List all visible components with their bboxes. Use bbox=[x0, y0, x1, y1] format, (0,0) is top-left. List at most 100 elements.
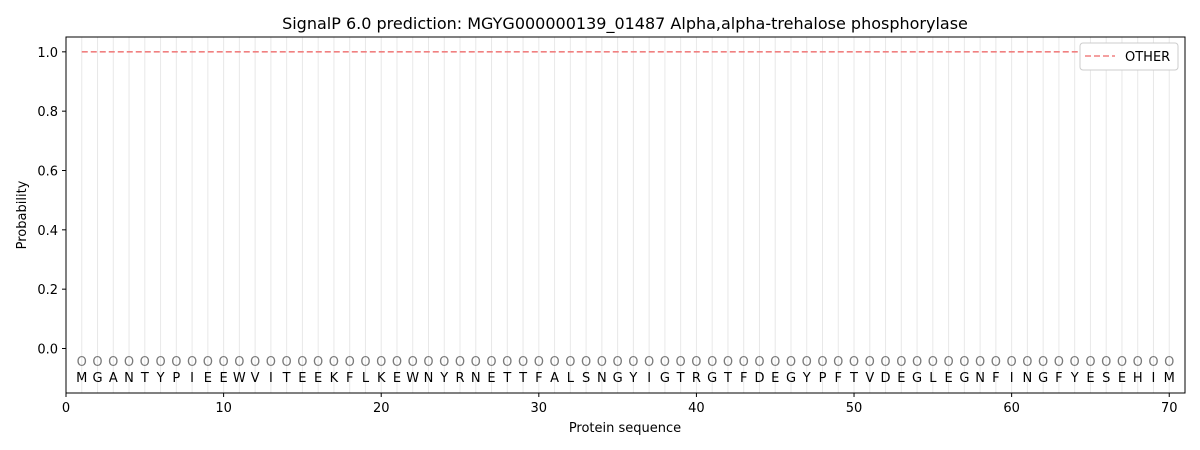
sequence-letter: I bbox=[269, 371, 273, 386]
sequence-letter: F bbox=[740, 371, 747, 386]
region-label: O bbox=[786, 355, 796, 370]
region-label: O bbox=[739, 355, 749, 370]
sequence-letter: E bbox=[487, 371, 495, 386]
region-label: O bbox=[360, 355, 370, 370]
sequence-letter: S bbox=[1102, 371, 1110, 386]
x-tick-label: 0 bbox=[62, 401, 70, 416]
region-label: O bbox=[754, 355, 764, 370]
sequence-letter: W bbox=[406, 371, 419, 386]
sequence-letter: N bbox=[597, 371, 607, 386]
region-label: O bbox=[140, 355, 150, 370]
region-label: O bbox=[329, 355, 339, 370]
region-label: O bbox=[502, 355, 512, 370]
region-label: O bbox=[486, 355, 496, 370]
sequence-letter: T bbox=[502, 371, 511, 386]
sequence-letter: G bbox=[786, 371, 796, 386]
sequence-letter: W bbox=[233, 371, 246, 386]
region-label: O bbox=[644, 355, 654, 370]
region-label: O bbox=[565, 355, 575, 370]
region-label: O bbox=[865, 355, 875, 370]
sequence-letter: G bbox=[707, 371, 717, 386]
region-label: O bbox=[943, 355, 953, 370]
sequence-letter: T bbox=[676, 371, 685, 386]
region-label: O bbox=[1070, 355, 1080, 370]
sequence-letter: N bbox=[471, 371, 481, 386]
region-label: O bbox=[282, 355, 292, 370]
region-label: O bbox=[1164, 355, 1174, 370]
x-axis: 0 10 20 30 40 50 60 70 bbox=[62, 393, 1178, 416]
region-label: O bbox=[423, 355, 433, 370]
region-label: O bbox=[250, 355, 260, 370]
sequence-letter: N bbox=[1023, 371, 1033, 386]
region-label: O bbox=[1101, 355, 1111, 370]
sequence-letter: I bbox=[1010, 371, 1014, 386]
sequence-letter: I bbox=[1152, 371, 1156, 386]
sequence-letter: E bbox=[1086, 371, 1094, 386]
y-tick-label: 1.0 bbox=[37, 46, 58, 61]
sequence-letter: M bbox=[76, 371, 87, 386]
sequence-letter: Y bbox=[156, 371, 165, 386]
region-label: O bbox=[691, 355, 701, 370]
x-axis-label: Protein sequence bbox=[569, 421, 681, 436]
sequence-letter: Y bbox=[628, 371, 637, 386]
region-label: O bbox=[218, 355, 228, 370]
y-tick-label: 0.8 bbox=[37, 105, 58, 120]
x-tick-label: 50 bbox=[846, 401, 863, 416]
sequence-letter: D bbox=[754, 371, 764, 386]
region-label: O bbox=[171, 355, 181, 370]
sequence-letter: R bbox=[455, 371, 464, 386]
region-label: O bbox=[991, 355, 1001, 370]
region-label: O bbox=[345, 355, 355, 370]
sequence-letter: G bbox=[1038, 371, 1048, 386]
sequence-letter: L bbox=[929, 371, 937, 386]
x-tick-label: 10 bbox=[215, 401, 232, 416]
region-label: O bbox=[849, 355, 859, 370]
sequence-letter: G bbox=[613, 371, 623, 386]
y-tick-label: 0.4 bbox=[37, 224, 58, 239]
sequence-letter: M bbox=[1164, 371, 1175, 386]
sequence-letter: E bbox=[219, 371, 227, 386]
sequence-letter: G bbox=[959, 371, 969, 386]
sequence-letter: N bbox=[424, 371, 434, 386]
region-label: O bbox=[880, 355, 890, 370]
sequence-letter: R bbox=[692, 371, 701, 386]
region-label: O bbox=[392, 355, 402, 370]
y-axis: 0.0 0.2 0.4 0.6 0.8 1.0 bbox=[37, 46, 66, 358]
region-label: O bbox=[439, 355, 449, 370]
sequence-letter: F bbox=[535, 371, 542, 386]
region-label: O bbox=[817, 355, 827, 370]
sequence-letter: E bbox=[314, 371, 322, 386]
sequence-letter: F bbox=[835, 371, 842, 386]
region-label: O bbox=[471, 355, 481, 370]
region-label: O bbox=[92, 355, 102, 370]
legend-label: OTHER bbox=[1125, 50, 1170, 65]
y-tick-label: 0.0 bbox=[37, 343, 58, 358]
region-label: O bbox=[518, 355, 528, 370]
sequence-letter: E bbox=[771, 371, 779, 386]
sequence-letter: V bbox=[865, 371, 874, 386]
region-label: O bbox=[408, 355, 418, 370]
region-label: O bbox=[77, 355, 87, 370]
sequence-letter: A bbox=[109, 371, 118, 386]
x-tick-label: 40 bbox=[688, 401, 705, 416]
region-label: O bbox=[376, 355, 386, 370]
sequence-letter: I bbox=[190, 371, 194, 386]
region-label: O bbox=[1038, 355, 1048, 370]
region-label: O bbox=[1085, 355, 1095, 370]
sequence-letter: F bbox=[346, 371, 353, 386]
region-label: O bbox=[124, 355, 134, 370]
sequence-letter: N bbox=[124, 371, 134, 386]
sequence-letter: G bbox=[912, 371, 922, 386]
sequence-letter: E bbox=[1118, 371, 1126, 386]
sequence-letter: T bbox=[849, 371, 858, 386]
sequence-letter: E bbox=[298, 371, 306, 386]
region-label: O bbox=[108, 355, 118, 370]
region-label: O bbox=[297, 355, 307, 370]
legend-box bbox=[1079, 42, 1179, 71]
x-tick-label: 30 bbox=[531, 401, 548, 416]
sequence-letter: E bbox=[204, 371, 212, 386]
